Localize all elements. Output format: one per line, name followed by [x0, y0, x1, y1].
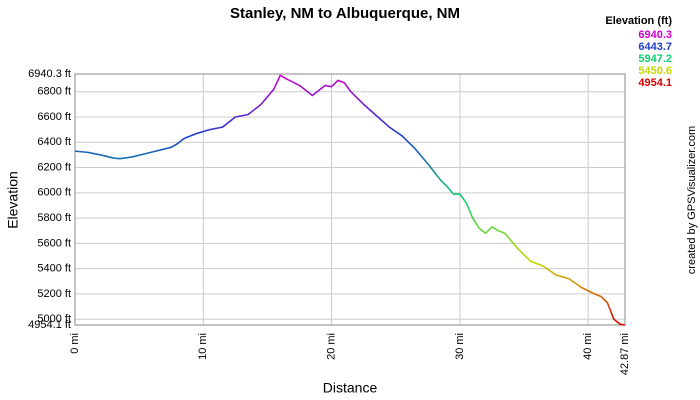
- y-tick-label: 6800 ft: [37, 86, 71, 98]
- legend-value: 4954.1: [638, 77, 672, 89]
- y-axis-title: Elevation: [5, 171, 21, 229]
- legend-value: 6940.3: [638, 29, 672, 41]
- legend-title: Elevation (ft): [605, 15, 672, 27]
- y-tick-label: 4954.1 ft: [28, 319, 71, 331]
- x-tick-label: 40 mi: [582, 333, 594, 360]
- x-tick-label: 30 mi: [454, 333, 466, 360]
- legend-value: 5450.6: [638, 65, 672, 77]
- y-tick-label: 6600 ft: [37, 111, 71, 123]
- plot-frame: [74, 73, 626, 326]
- x-tick-label: 20 mi: [325, 333, 337, 360]
- y-tick-label: 6200 ft: [37, 161, 71, 173]
- y-tick-label: 6940.3 ft: [28, 68, 71, 80]
- x-axis-title: Distance: [323, 380, 378, 396]
- x-tick-label: 42.87 mi: [619, 333, 631, 375]
- y-tick-label: 6400 ft: [37, 136, 71, 148]
- y-tick-label: 6000 ft: [37, 187, 71, 199]
- legend-value: 5947.2: [638, 53, 672, 65]
- y-tick-label: 5800 ft: [37, 212, 71, 224]
- chart-title: Stanley, NM to Albuquerque, NM: [230, 5, 460, 22]
- x-tick-label: 0 mi: [69, 333, 81, 354]
- credit: created by GPSVisualizer.com: [686, 126, 698, 274]
- y-tick-label: 5000 ft: [37, 313, 71, 325]
- elevation-line: [74, 74, 626, 326]
- legend-value: 6443.7: [638, 41, 672, 53]
- x-tick-label: 10 mi: [197, 333, 209, 360]
- y-tick-label: 5200 ft: [37, 288, 71, 300]
- y-tick-label: 5400 ft: [37, 263, 71, 275]
- y-tick-label: 5600 ft: [37, 237, 71, 249]
